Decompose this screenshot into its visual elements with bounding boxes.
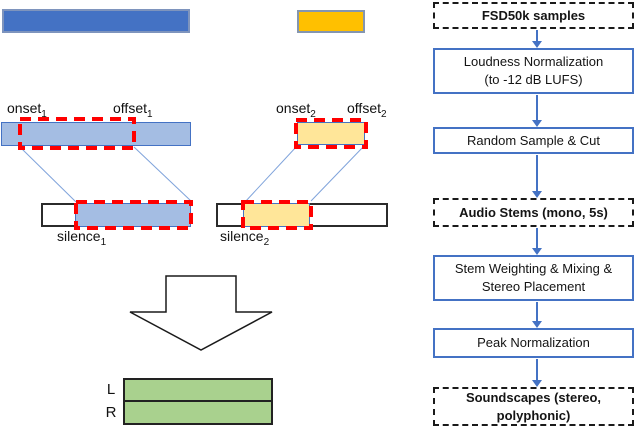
flow-box-soundscapes: Soundscapes (stereo, polyphonic) [433, 387, 634, 426]
onset1-label: onset1 [7, 101, 47, 122]
block-arrow-down-icon [129, 275, 273, 351]
offset1-text: offset [113, 100, 147, 116]
left-channel-label: L [106, 381, 116, 398]
onset1-text: onset [7, 100, 42, 116]
flow-box-line: Stereo Placement [481, 279, 586, 294]
onset1-subscript: 1 [41, 108, 47, 120]
flow-box-line: Soundscapes (stereo, [465, 389, 602, 405]
flow-box-audio-stems: Audio Stems (mono, 5s) [433, 198, 634, 227]
offset2-label: offset2 [347, 101, 387, 122]
offset1-label: offset1 [113, 101, 153, 122]
sample1-normalized-bar [1, 122, 191, 146]
flow-arrow-down-icon [532, 30, 542, 48]
flow-box-line: FSD50k samples [481, 7, 586, 23]
offset1-subscript: 1 [147, 108, 153, 120]
sample2-waveform-bar [297, 10, 365, 33]
flow-box-loudness-normalization: Loudness Normalization (to -12 dB LUFS) [433, 48, 634, 94]
flow-box-random-sample-cut: Random Sample & Cut [433, 127, 634, 154]
onset2-label: onset2 [276, 101, 316, 122]
silence2-subscript: 2 [263, 236, 270, 248]
silence2-text: silence [220, 228, 264, 244]
stem1-placed-segment [75, 203, 191, 227]
flow-box-fsd50k-samples: FSD50k samples [433, 2, 634, 29]
stem2-placed-segment [243, 203, 310, 227]
sample2-normalized-bar [297, 122, 365, 145]
silence2-label: silence2 [220, 229, 269, 250]
flow-box-line: (to -12 dB LUFS) [484, 72, 583, 87]
right-channel-label: R [105, 404, 117, 421]
flow-box-line: Random Sample & Cut [467, 132, 600, 148]
flow-box-line: Loudness Normalization [463, 54, 604, 69]
silence1-label: silence1 [57, 229, 106, 250]
flow-arrow-down-icon [532, 359, 542, 387]
onset2-subscript: 2 [310, 108, 316, 120]
flow-box-line: Peak Normalization [477, 335, 590, 350]
flow-box-line: polyphonic) [496, 407, 571, 423]
stereo-channel-divider [123, 400, 273, 402]
sample1-waveform-bar [2, 9, 190, 33]
flow-arrow-down-icon [532, 228, 542, 255]
flow-box-stem-weighting-mixing: Stem Weighting & Mixing & Stereo Placeme… [433, 255, 634, 301]
silence1-text: silence [57, 228, 101, 244]
flow-box-line: Stem Weighting & Mixing & [454, 261, 613, 276]
flow-box-peak-normalization: Peak Normalization [433, 328, 634, 358]
flow-arrow-down-icon [532, 95, 542, 127]
offset2-text: offset [347, 100, 381, 116]
flow-box-line: Audio Stems (mono, 5s) [459, 204, 608, 220]
connector-line-stem1-right [133, 146, 192, 202]
connector-line-stem2-left [244, 145, 298, 203]
flow-arrow-down-icon [532, 155, 542, 198]
connector-line-stem2-right [310, 145, 365, 202]
offset2-subscript: 2 [381, 108, 387, 120]
silence1-subscript: 1 [100, 236, 107, 248]
connector-line-stem1-left [20, 147, 77, 203]
onset2-text: onset [276, 100, 311, 116]
flow-arrow-down-icon [532, 302, 542, 328]
